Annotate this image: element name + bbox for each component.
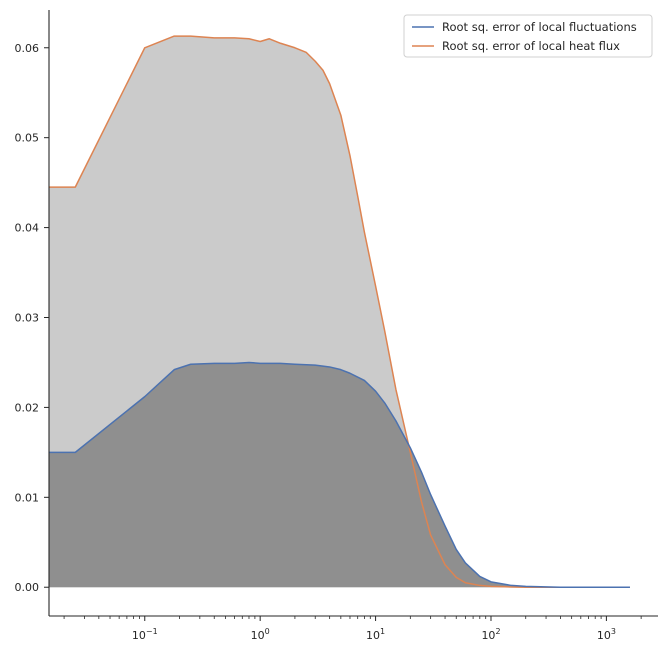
y-tick-label-1: 0.01 <box>15 491 40 504</box>
area-fill-1 <box>49 362 630 588</box>
series-lines <box>49 35 630 588</box>
axes <box>48 10 658 617</box>
x-axis-ticks: 10−1 100 101 102 103 <box>63 616 642 642</box>
legend-box <box>403 14 653 58</box>
y-axis-ticks: 0.00 0.01 0.02 0.03 0.04 0.05 0.06 <box>15 42 49 594</box>
area-fills <box>49 36 630 588</box>
y-tick-label-5: 0.05 <box>15 132 40 145</box>
x-tick-label-0: 10−1 <box>132 627 158 642</box>
y-tick-label-0: 0.00 <box>15 581 40 594</box>
x-tick-label-4: 103 <box>597 627 616 642</box>
legend-label-1: Root sq. error of local heat flux <box>442 39 620 53</box>
series-line-0 <box>49 35 630 588</box>
series-line-1 <box>49 361 630 588</box>
y-tick-label-4: 0.04 <box>15 222 40 235</box>
y-tick-label-3: 0.03 <box>15 311 40 324</box>
x-tick-label-2: 101 <box>366 627 385 642</box>
legend: Root sq. error of local fluctuations Root… <box>403 14 653 58</box>
x-tick-label-3: 102 <box>481 627 500 642</box>
y-tick-label-6: 0.06 <box>15 42 40 55</box>
legend-label-0: Root sq. error of local fluctuations <box>442 20 637 34</box>
x-tick-label-1: 100 <box>251 627 270 642</box>
y-tick-label-2: 0.02 <box>15 401 40 414</box>
